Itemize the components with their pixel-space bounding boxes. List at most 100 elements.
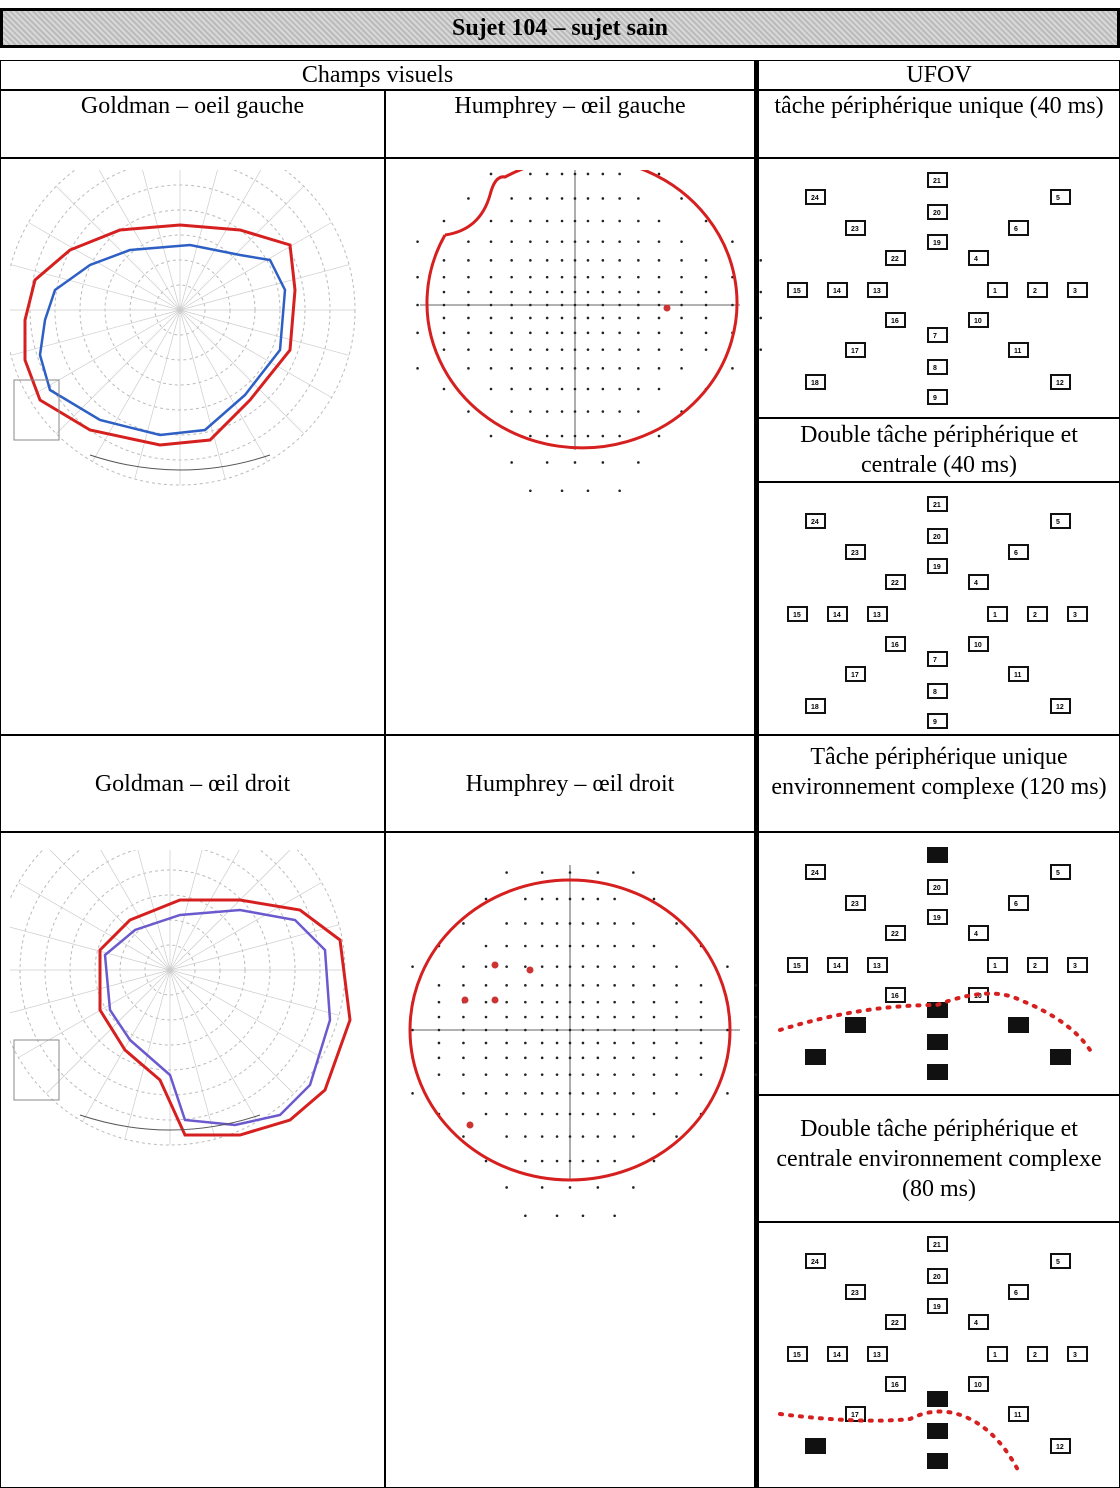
test-point (653, 945, 656, 948)
test-point (680, 332, 683, 335)
ufov-target (928, 1035, 947, 1049)
ufov-label: 5 (1056, 1259, 1060, 1266)
grid-ray (135, 310, 180, 479)
test-point (658, 332, 661, 335)
test-point (546, 259, 549, 262)
test-point (541, 922, 544, 925)
test-point (490, 435, 493, 438)
test-point (602, 220, 605, 223)
ufov-target (969, 926, 988, 940)
test-point (632, 984, 635, 987)
test-point (597, 1073, 600, 1076)
missed-point (492, 962, 499, 969)
grid-ray (125, 850, 170, 970)
ufov-label: 1 (993, 288, 997, 295)
test-point (485, 1073, 488, 1076)
ufov-target (928, 684, 947, 698)
ufov-panel: 242120195236224151413123161071711818129 (760, 160, 1120, 418)
test-point (618, 317, 621, 320)
test-point (556, 1029, 559, 1032)
goldman-chart (10, 850, 370, 1170)
test-point (569, 1073, 572, 1076)
test-point (485, 898, 488, 901)
test-point (582, 1113, 585, 1116)
ufov-label: 24 (811, 1259, 819, 1266)
ufov-label: 14 (833, 963, 841, 970)
ufov-label: 12 (1056, 704, 1064, 711)
test-point (561, 291, 564, 294)
test-point (675, 1092, 678, 1095)
test-point (632, 1113, 635, 1116)
test-point (726, 1029, 729, 1032)
test-point (490, 332, 493, 335)
ufov-label: 21 (933, 178, 941, 185)
test-point (541, 945, 544, 948)
group-header: UFOV (755, 60, 1120, 90)
test-point (569, 1042, 572, 1045)
test-point (485, 1113, 488, 1116)
test-point (569, 1029, 572, 1032)
test-point (613, 1057, 616, 1060)
grid-ray (170, 850, 215, 970)
test-point (490, 240, 493, 243)
test-point (438, 1029, 441, 1032)
test-point (505, 1186, 508, 1189)
ufov-label: 6 (1014, 1290, 1018, 1297)
grid-ray (170, 970, 294, 1094)
test-point (569, 1186, 572, 1189)
test-point (546, 173, 549, 176)
test-point (510, 291, 513, 294)
ufov-panel: 242120195236224151413123161071711818129 (760, 484, 1120, 734)
ufov-label: 8 (933, 365, 937, 372)
ufov-label: 10 (974, 642, 982, 649)
test-point (602, 435, 605, 438)
test-point (618, 291, 621, 294)
test-point (574, 435, 577, 438)
test-point (597, 1113, 600, 1116)
test-point (546, 332, 549, 335)
test-point (658, 317, 661, 320)
test-point (675, 1016, 678, 1019)
test-point (524, 965, 527, 968)
test-point (613, 1214, 616, 1217)
test-point (597, 922, 600, 925)
test-point (490, 304, 493, 307)
test-point (546, 317, 549, 320)
test-point (510, 304, 513, 307)
test-point (700, 1073, 703, 1076)
test-point (597, 1001, 600, 1004)
goldman-chart (10, 170, 370, 490)
test-point (569, 1113, 572, 1116)
test-point (637, 220, 640, 223)
test-point (467, 410, 470, 413)
test-point (438, 1073, 441, 1076)
test-point (524, 1016, 527, 1019)
test-point (700, 1029, 703, 1032)
test-point (485, 1029, 488, 1032)
grid-ray (28, 310, 180, 398)
test-point (510, 410, 513, 413)
test-point (658, 348, 661, 351)
test-point (438, 1042, 441, 1045)
ufov-label: 14 (833, 1352, 841, 1359)
ufov-target (988, 283, 1007, 297)
humphrey-chart (395, 850, 765, 1230)
test-point (613, 965, 616, 968)
ufov-target (1009, 1018, 1028, 1032)
test-point (637, 367, 640, 370)
ufov-target (1051, 514, 1070, 528)
test-point (467, 348, 470, 351)
test-point (505, 1135, 508, 1138)
test-point (653, 1001, 656, 1004)
test-point (602, 259, 605, 262)
ufov-label: 5 (1056, 195, 1060, 202)
grid-ray (180, 310, 349, 355)
test-point (556, 1113, 559, 1116)
test-point (510, 317, 513, 320)
ufov-label: 11 (1014, 672, 1022, 679)
test-point (597, 1135, 600, 1138)
test-point (467, 291, 470, 294)
test-point (700, 1016, 703, 1019)
test-point (524, 922, 527, 925)
grid-ray (180, 170, 268, 310)
